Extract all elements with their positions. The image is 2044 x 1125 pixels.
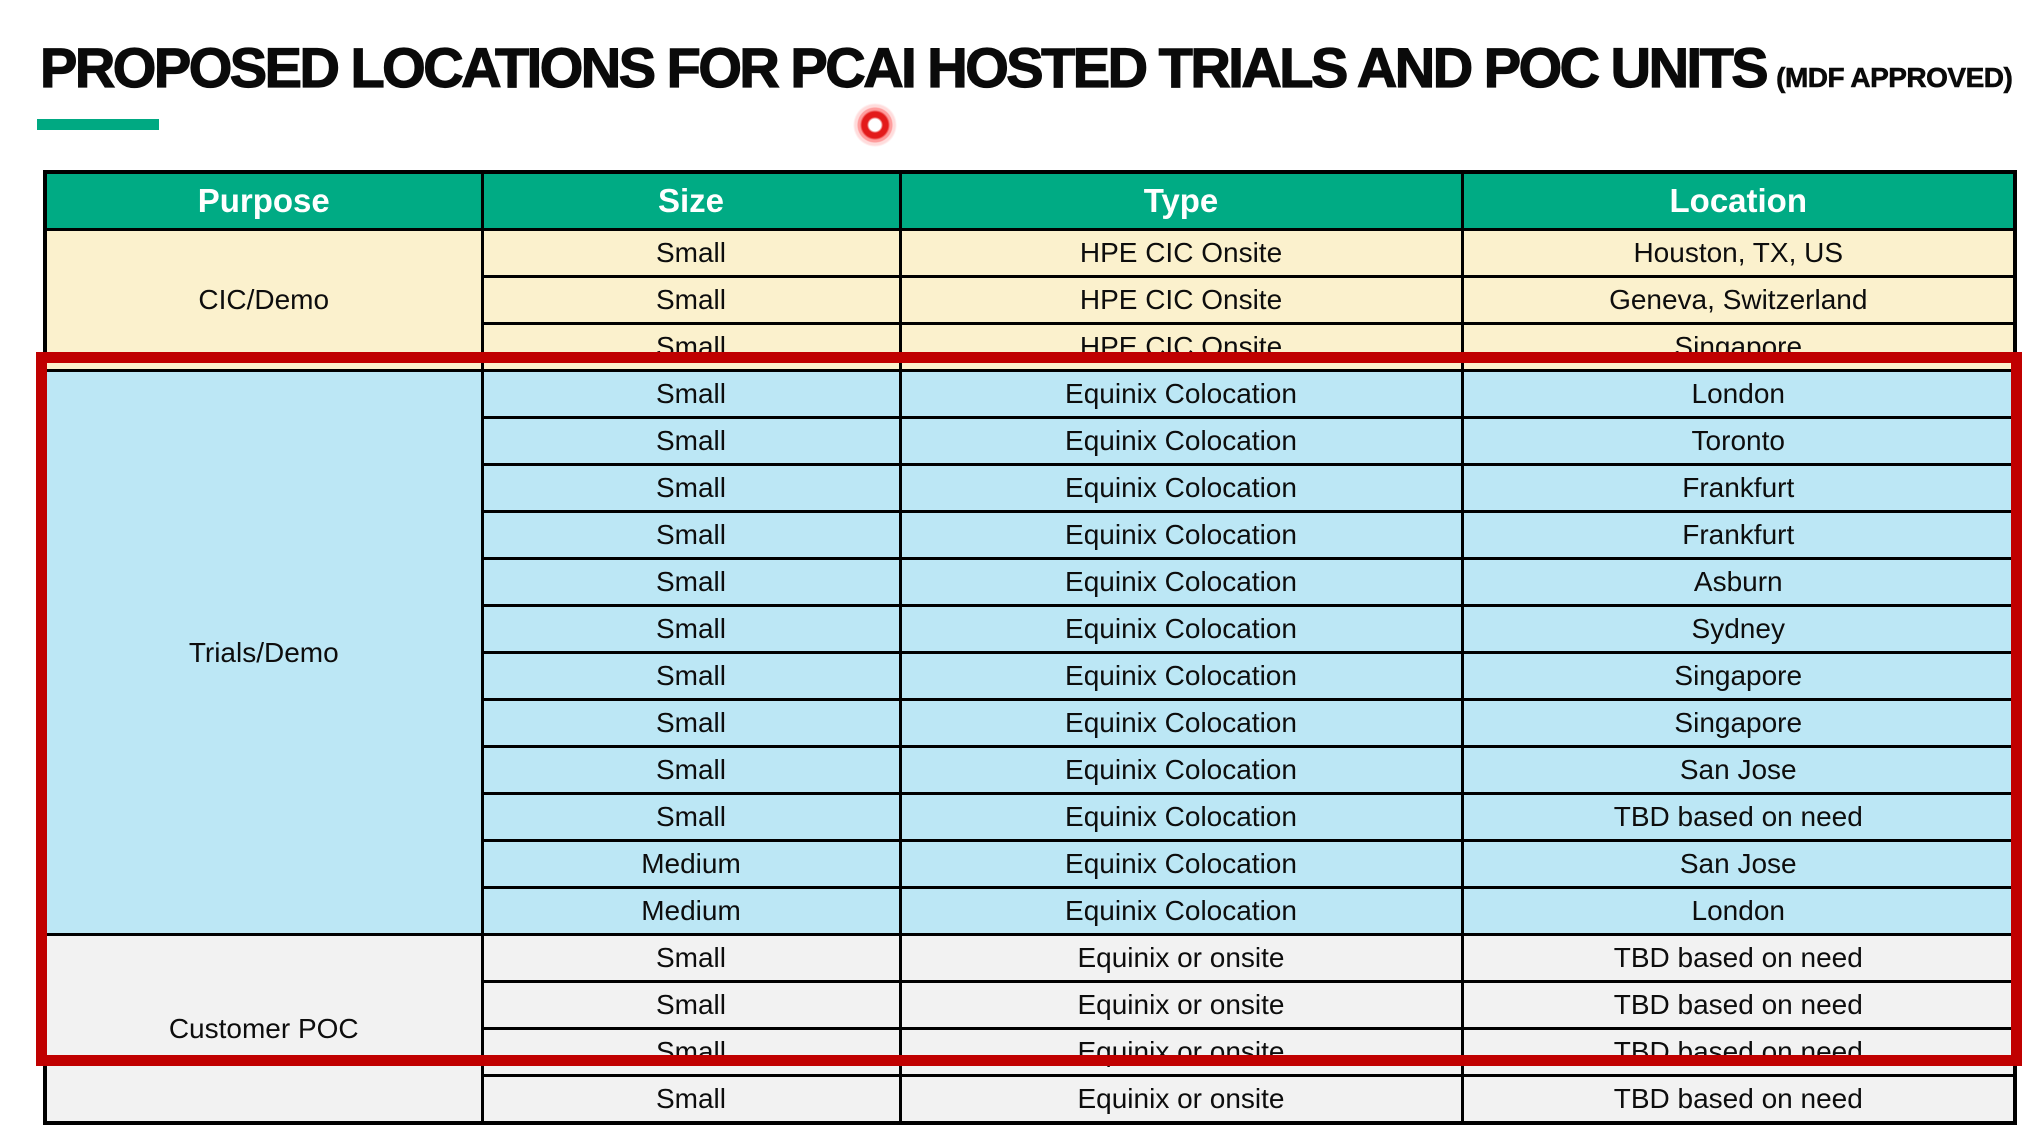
table-cell: Equinix Colocation bbox=[898, 886, 1464, 936]
slide: PROPOSED LOCATIONS FOR PCAI HOSTED TRIAL… bbox=[36, 38, 2022, 1125]
table-cell: Small bbox=[480, 510, 902, 560]
table-cell: Equinix Colocation bbox=[898, 557, 1464, 607]
table-cell: Small bbox=[480, 604, 902, 654]
table-cell: Equinix Colocation bbox=[898, 416, 1464, 466]
col-header-purpose: Purpose bbox=[43, 170, 484, 231]
table-row: Small Equinix Colocation Toronto bbox=[45, 416, 2017, 466]
table-cell: San Jose bbox=[1460, 745, 2017, 795]
table-cell: Small bbox=[480, 980, 902, 1030]
table-cell: London bbox=[1460, 886, 2017, 936]
table-row: Small Equinix Colocation TBD based on need bbox=[45, 792, 2017, 842]
table-cell: Houston, TX, US bbox=[1460, 228, 2017, 278]
table-row: Customer POC Small Equinix or onsite TBD ba… bbox=[43, 933, 2017, 1125]
purpose-cell: Customer POC bbox=[43, 933, 484, 1125]
table-cell: Toronto bbox=[1460, 416, 2017, 466]
header-row: Purpose Size Type Location bbox=[43, 170, 2017, 231]
title-text: PROPOSED LOCATIONS FOR PCAI HOSTED TRIAL… bbox=[39, 36, 1769, 99]
table-cell: TBD based on need bbox=[1460, 1074, 2017, 1125]
table-cell: Medium bbox=[480, 886, 902, 936]
table-cell: Geneva, Switzerland bbox=[1460, 275, 2017, 325]
col-header-type: Type bbox=[898, 170, 1464, 231]
table-cell: Medium bbox=[480, 839, 902, 889]
title-suffix-text: (MDF APPROVED) bbox=[1776, 62, 2013, 94]
table-cell: TBD based on need bbox=[1460, 792, 2017, 842]
table-cell: Small bbox=[480, 651, 902, 701]
table-body: CIC/Demo Small HPE CIC Onsite Houston, TX, … bbox=[43, 228, 2017, 1125]
table-cell: Equinix Colocation bbox=[898, 369, 1464, 419]
table-row: Small Equinix Colocation Sydney bbox=[45, 604, 2017, 654]
table-cell: Singapore bbox=[1460, 322, 2017, 372]
table-cell: Small bbox=[480, 1074, 902, 1125]
table-cell: Equinix Colocation bbox=[898, 463, 1464, 513]
table-cell: Small bbox=[480, 275, 902, 325]
table-cell: HPE CIC Onsite bbox=[898, 322, 1464, 372]
purpose-cell: CIC/Demo bbox=[43, 228, 484, 372]
table-cell: Equinix or onsite bbox=[898, 1074, 1464, 1125]
table-cell: London bbox=[1460, 369, 2017, 419]
table-cell: Small bbox=[480, 1027, 902, 1077]
table-cell: HPE CIC Onsite bbox=[898, 275, 1464, 325]
table-cell: Small bbox=[480, 745, 902, 795]
table-row: CIC/Demo Small HPE CIC Onsite Houston, TX, … bbox=[43, 228, 2017, 372]
page-title: PROPOSED LOCATIONS FOR PCAI HOSTED TRIAL… bbox=[39, 39, 2013, 96]
table-cell: Small bbox=[480, 557, 902, 607]
table-cell: Equinix Colocation bbox=[898, 698, 1464, 748]
table-cell: Frankfurt bbox=[1460, 510, 2017, 560]
table-cell: Frankfurt bbox=[1460, 463, 2017, 513]
table-row: Medium Equinix Colocation London bbox=[45, 886, 2017, 936]
table-cell: Equinix Colocation bbox=[898, 839, 1464, 889]
table-cell: Singapore bbox=[1460, 651, 2017, 701]
table-cell: HPE CIC Onsite bbox=[898, 228, 1464, 278]
table-cell: Small bbox=[480, 416, 902, 466]
table-cell: Singapore bbox=[1460, 698, 2017, 748]
table-row: Small HPE CIC Onsite Geneva, Switzerland bbox=[45, 275, 2017, 325]
table-row: Small Equinix Colocation Asburn bbox=[45, 557, 2017, 607]
table-row: Trials/Demo Small Equinix Colocation London bbox=[43, 369, 2017, 936]
table-cell: San Jose bbox=[1460, 839, 2017, 889]
table-cell: TBD based on need bbox=[1460, 1027, 2017, 1077]
table-cell: Equinix or onsite bbox=[898, 933, 1464, 983]
table-cell: Small bbox=[480, 933, 902, 983]
table-row: Small Equinix Colocation San Jose bbox=[45, 745, 2017, 795]
col-header-size: Size bbox=[480, 170, 902, 231]
table-row: Medium Equinix Colocation San Jose bbox=[45, 839, 2017, 889]
table-row: Small Equinix Colocation Frankfurt bbox=[45, 510, 2017, 560]
table-cell: Small bbox=[480, 228, 902, 278]
table-cell: Equinix Colocation bbox=[898, 510, 1464, 560]
table-row: Small Equinix or onsite TBD based on need bbox=[45, 980, 2017, 1030]
table-cell: Sydney bbox=[1460, 604, 2017, 654]
table-cell: Equinix Colocation bbox=[898, 792, 1464, 842]
table-cell: Equinix Colocation bbox=[898, 745, 1464, 795]
table-cell: Small bbox=[480, 369, 902, 419]
purpose-cell: Trials/Demo bbox=[43, 369, 484, 936]
table-cell: Equinix or onsite bbox=[898, 1027, 1464, 1077]
table-cell: Equinix Colocation bbox=[898, 604, 1464, 654]
table-cell: TBD based on need bbox=[1460, 933, 2017, 983]
col-header-location: Location bbox=[1460, 170, 2017, 231]
table-row: Small Equinix Colocation Singapore bbox=[45, 651, 2017, 701]
table-row: Small Equinix Colocation Frankfurt bbox=[45, 463, 2017, 513]
table-cell: Small bbox=[480, 322, 902, 372]
table-cell: Equinix Colocation bbox=[898, 651, 1464, 701]
table-cell: TBD based on need bbox=[1460, 980, 2017, 1030]
laser-pointer-dot bbox=[853, 103, 897, 147]
title-accent-bar bbox=[37, 119, 159, 130]
table-cell: Small bbox=[480, 463, 902, 513]
table-row: Small Equinix Colocation Singapore bbox=[45, 698, 2017, 748]
table-cell: Equinix or onsite bbox=[898, 980, 1464, 1030]
table-row: Small Equinix or onsite TBD based on need bbox=[45, 1027, 2017, 1077]
table-cell: Small bbox=[480, 792, 902, 842]
locations-table: Purpose Size Type Location CIC/Demo Small… bbox=[43, 170, 2017, 1125]
table-cell: Small bbox=[480, 698, 902, 748]
table-cell: Asburn bbox=[1460, 557, 2017, 607]
